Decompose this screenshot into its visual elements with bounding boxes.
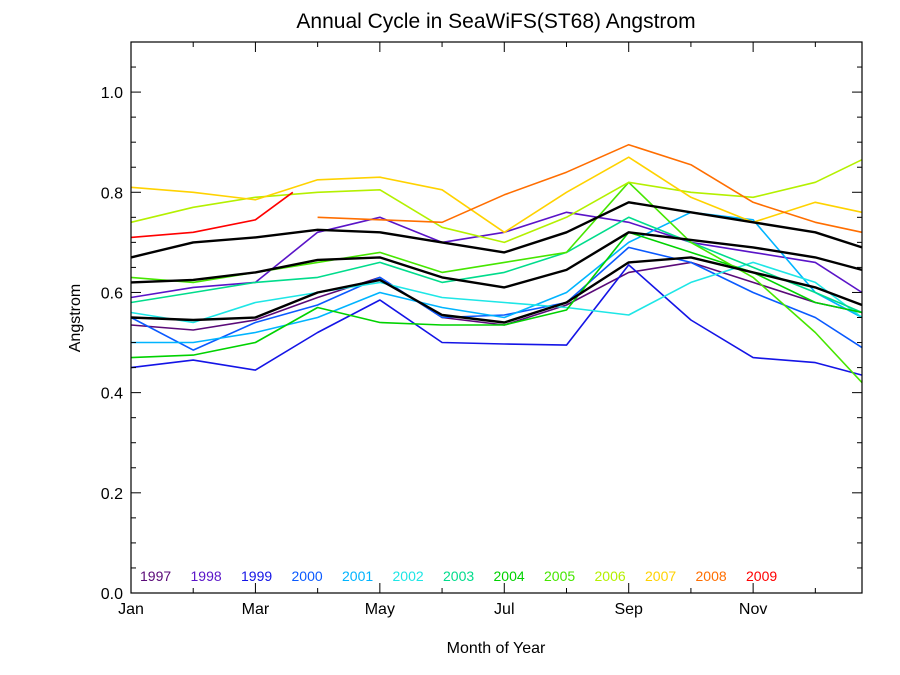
series-line-6 [130,261,863,324]
chart-title: Annual Cycle in SeaWiFS(ST68) Angstrom [296,10,695,33]
legend-item-2003: 2003 [443,568,474,584]
legend-item-2009: 2009 [746,568,777,584]
series-line-16 [130,256,863,324]
series-line-14 [130,201,863,259]
series-line-12 [317,143,863,234]
legend-item-2004: 2004 [494,568,525,584]
ticks-group: 0.0 0.2 0.4 0.6 0.8 1.0 Jan Mar May Jul Sep Nov [101,42,862,618]
x-tick-label: Sep [614,601,643,618]
x-tick-label: Jul [494,601,514,618]
y-tick-label: 0.8 [101,185,123,202]
legend-item-2002: 2002 [393,568,424,584]
x-tick-label: Mar [242,601,270,618]
legend-item-2007: 2007 [645,568,676,584]
legend-item-2001: 2001 [342,568,373,584]
series-group [130,143,863,384]
series-line-13 [130,191,294,239]
x-tick-label: May [365,601,395,618]
y-tick-label: 0.4 [101,386,123,403]
legend-item-2005: 2005 [544,568,575,584]
legend-item-2008: 2008 [696,568,727,584]
y-tick-label: 1.0 [101,85,123,102]
series-line-10 [130,158,863,244]
legend: 1997 1998 1999 2000 2001 2002 2003 2004 2005 2006… [140,568,777,584]
y-tick-label: 0.2 [101,486,123,503]
y-tick-label: 0.6 [101,285,123,302]
legend-item-1999: 1999 [241,568,272,584]
x-axis-label: Month of Year [447,640,546,657]
series-line-5 [131,211,863,344]
legend-item-1997: 1997 [140,568,171,584]
legend-item-2006: 2006 [595,568,626,584]
series-line-4 [130,246,863,351]
legend-item-2000: 2000 [292,568,323,584]
y-tick-label: 0.0 [101,586,123,603]
x-tick-label: Jan [118,601,144,618]
y-axis-label: Angstrom [67,284,84,352]
x-tick-label: Nov [739,601,767,618]
series-line-3 [130,264,863,376]
series-line-7 [130,216,863,314]
legend-item-1998: 1998 [191,568,222,584]
series-line-15 [130,231,863,289]
